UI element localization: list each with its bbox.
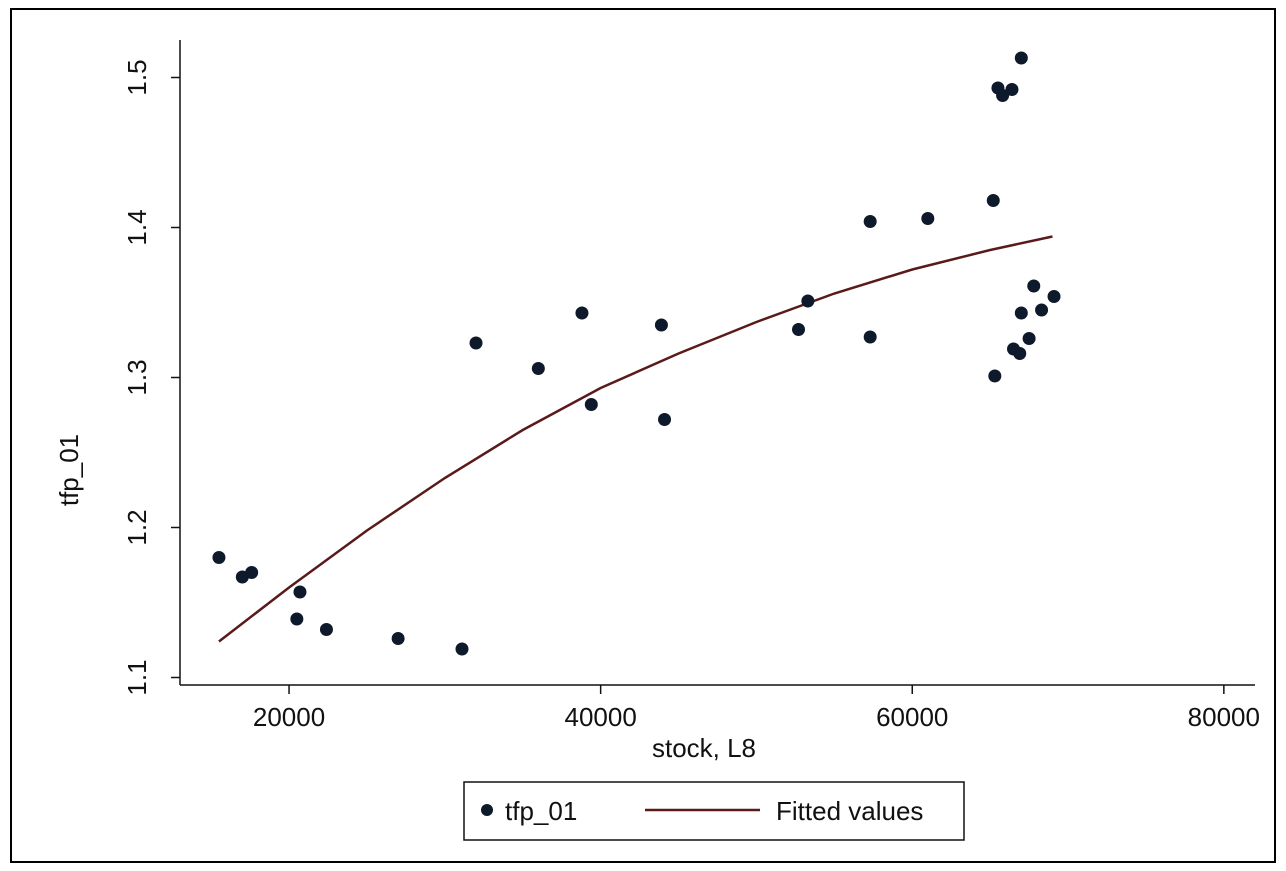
legend-label-tfp-01: tfp_01: [505, 796, 577, 826]
data-point: [996, 89, 1010, 102]
y-tick-label: 1.4: [122, 209, 152, 245]
data-point: [988, 369, 1002, 383]
data-point: [391, 632, 405, 645]
y-tick-label: 1.2: [122, 509, 152, 545]
data-point: [1022, 332, 1036, 345]
data-point: [245, 566, 259, 579]
fitted-values-line: [218, 235, 1053, 643]
data-point: [469, 336, 483, 350]
x-ticks: 20000 40000 60000 80000: [253, 685, 1260, 732]
x-tick-label: 40000: [564, 702, 636, 732]
data-point: [1005, 83, 1019, 96]
fitted-values-layer: [218, 235, 1053, 643]
data-point: [212, 551, 226, 564]
data-point: [455, 642, 469, 656]
scatter-points-layer: [212, 51, 1061, 656]
data-point: [1035, 303, 1049, 317]
data-point: [584, 398, 598, 411]
data-point: [801, 294, 815, 308]
legend: tfp_01 Fitted values: [463, 781, 965, 841]
data-point: [1047, 290, 1061, 303]
x-axis-title: stock, L8: [652, 733, 756, 763]
data-point: [290, 612, 304, 626]
axes: 20000 40000 60000 80000 1.1 1.2 1.3 1.4 1.5: [122, 40, 1260, 732]
data-point: [658, 413, 672, 426]
y-tick-label: 1.3: [122, 359, 152, 395]
legend-label-fitted-values: Fitted values: [776, 796, 923, 826]
data-point: [986, 194, 1000, 207]
x-tick-label: 80000: [1188, 702, 1260, 732]
chart-frame: [10, 8, 1276, 863]
data-point: [792, 323, 806, 336]
data-point: [863, 330, 877, 344]
data-point: [921, 212, 935, 225]
data-point: [575, 306, 589, 320]
y-ticks: 1.1 1.2 1.3 1.4 1.5: [122, 59, 180, 696]
data-point: [531, 362, 545, 375]
data-point: [1014, 51, 1028, 65]
data-point: [293, 585, 307, 599]
x-tick-label: 20000: [253, 702, 325, 732]
x-tick-label: 60000: [876, 702, 948, 732]
data-point: [654, 318, 668, 332]
y-axis-title: tfp_01: [54, 434, 84, 506]
data-point: [319, 623, 333, 636]
data-point: [863, 215, 877, 228]
data-point: [1027, 279, 1041, 293]
data-point: [1013, 347, 1027, 360]
legend-marker-tfp-01: [481, 804, 493, 816]
data-point: [1014, 306, 1028, 320]
y-tick-label: 1.5: [122, 59, 152, 95]
y-tick-label: 1.1: [122, 659, 152, 695]
